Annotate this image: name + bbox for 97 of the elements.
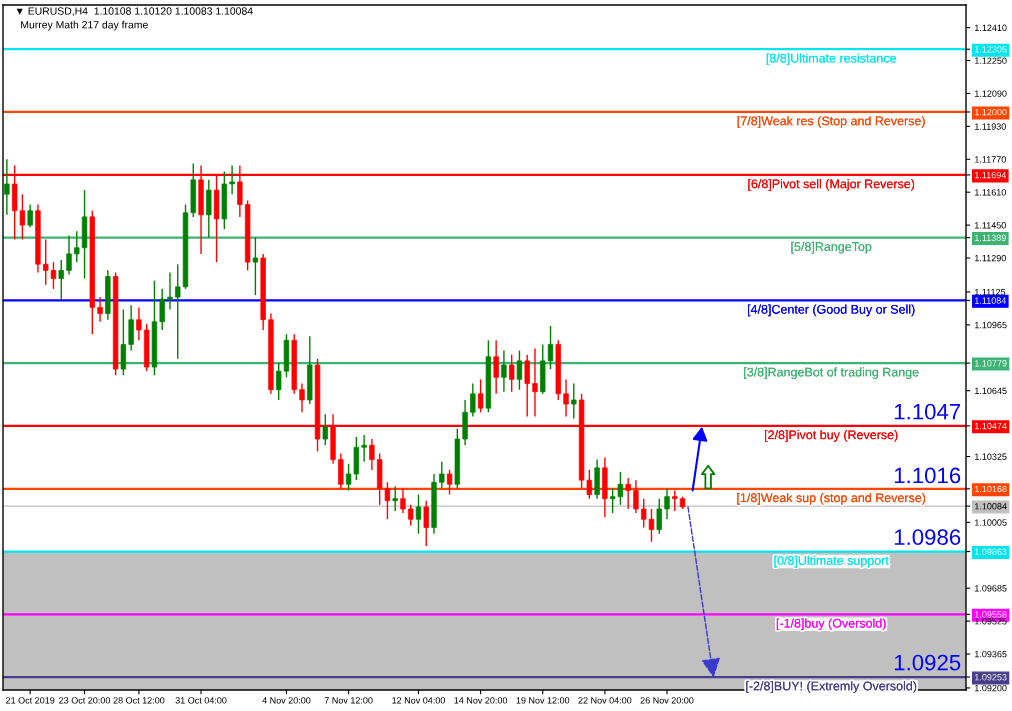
- candlestick: [74, 230, 80, 263]
- y-tick-label: 1.11125: [975, 288, 1006, 296]
- candlestick: [50, 261, 57, 290]
- ref-line-label: [6/8]Pivot sell (Major Reverse): [748, 179, 915, 191]
- ref-line-label: [7/8]Weak res (Stop and Reverse): [737, 116, 925, 128]
- candlestick: [625, 477, 631, 510]
- y-tick-label: 1.11389: [975, 234, 1006, 242]
- ref-line-label: [-2/8]BUY! (Extremly Oversold): [746, 681, 917, 693]
- y-tick-label: 1.10005: [975, 519, 1007, 526]
- x-tick-label: 22 Nov 04:00: [578, 697, 632, 704]
- candlestick: [547, 325, 554, 370]
- ref-line-label: [0/8]Ultimate support: [774, 555, 889, 568]
- y-tick-label: 1.12090: [975, 90, 1007, 97]
- candlestick: [493, 339, 499, 395]
- x-tick-label: 31 Oct 04:00: [175, 697, 227, 704]
- y-tick-label: 1.12250: [975, 57, 1007, 64]
- y-tick-label: 1.09558: [975, 611, 1007, 618]
- candlestick: [4, 158, 10, 216]
- candlestick: [369, 438, 375, 471]
- y-tick-label: 1.12410: [975, 24, 1007, 31]
- y-tick-label: 1.09863: [975, 548, 1007, 555]
- ref-line-label: [2/8]Pivot buy (Reverse): [765, 430, 898, 442]
- ref-line-label: [1/8]Weak sup (stop and Reverse): [737, 492, 926, 505]
- x-tick-label: 28 Oct 12:00: [113, 697, 165, 704]
- candlestick: [97, 296, 103, 323]
- candlestick: [27, 203, 33, 228]
- y-tick-label: 1.09365: [975, 650, 1007, 658]
- y-tick-label: 1.10474: [975, 422, 1007, 430]
- annotation: 1.0986: [894, 529, 961, 546]
- candlestick: [477, 378, 484, 413]
- x-tick-label: 14 Nov 20:00: [454, 697, 508, 704]
- candlestick: [509, 354, 515, 393]
- chart-title: ▼ EURUSD,H4 1.10108 1.10120 1.10083 1.10084: [16, 7, 253, 16]
- y-tick-label: 1.11610: [975, 189, 1006, 196]
- x-tick-label: 19 Nov 12:00: [516, 697, 570, 704]
- candlestick: [656, 497, 662, 535]
- y-tick-label: 1.10325: [975, 453, 1007, 460]
- candlestick: [516, 349, 523, 391]
- candlestick: [361, 434, 367, 463]
- y-tick-label: 1.09253: [975, 674, 1007, 681]
- candlestick: [423, 500, 429, 547]
- ref-line-label: [4/8]Center (Good Buy or Sell): [748, 304, 915, 317]
- annotation: 1.0925: [894, 654, 961, 671]
- candlestick: [408, 504, 414, 527]
- candlestick: [229, 164, 235, 195]
- candlestick: [524, 354, 530, 418]
- candlestick: [501, 349, 507, 393]
- candlestick: [252, 236, 259, 296]
- candlestick: [664, 487, 670, 520]
- y-tick-label: 1.11930: [975, 123, 1006, 130]
- y-tick-label: 1.12305: [975, 46, 1007, 53]
- y-tick-label: 1.09685: [975, 585, 1007, 592]
- candlestick: [415, 493, 422, 535]
- ref-line-label: [-1/8]buy (Oversold): [776, 618, 886, 631]
- y-tick-label: 1.10779: [975, 360, 1007, 367]
- text: Murrey Math 217 day frame: [21, 20, 148, 31]
- ref-line-label: [3/8]RangeBot of trading Range: [744, 367, 919, 379]
- ref-line-label: [5/8]RangeTop: [791, 241, 872, 254]
- x-tick-label: 4 Nov 20:00: [262, 697, 311, 704]
- y-tick-label: 1.11290: [975, 254, 1006, 262]
- y-tick-label: 1.10084: [975, 503, 1007, 510]
- x-tick-label: 21 Oct 2019: [6, 697, 55, 704]
- candlestick: [159, 288, 165, 331]
- candlestick: [439, 460, 445, 490]
- candlestick: [571, 382, 577, 420]
- y-tick-label: 1.09200: [975, 684, 1007, 692]
- candlestick: [532, 347, 538, 418]
- candlestick: [167, 271, 173, 311]
- y-tick-label: 1.11770: [975, 156, 1006, 163]
- candlestick: [58, 259, 64, 300]
- x-tick-label: 12 Nov 04:00: [392, 697, 445, 704]
- y-tick-label: 1.10965: [975, 321, 1007, 329]
- y-tick-label: 1.10645: [975, 387, 1007, 395]
- candlestick: [322, 413, 328, 446]
- candlestick: [672, 489, 678, 512]
- candlestick: [299, 382, 305, 413]
- candlestick: [563, 378, 569, 418]
- annotation: 1.1016: [894, 467, 961, 484]
- x-tick-label: 23 Oct 20:00: [59, 697, 111, 704]
- y-tick-label: 1.12000: [975, 108, 1007, 116]
- y-tick-label: 1.11084: [975, 297, 1007, 304]
- candlestick: [175, 263, 181, 360]
- annotation: 1.1047: [894, 403, 961, 420]
- y-tick-label: 1.11450: [975, 222, 1006, 229]
- candlestick: [43, 238, 49, 286]
- candlestick: [400, 487, 406, 514]
- candlestick: [470, 382, 476, 418]
- candlestick: [392, 485, 398, 512]
- ref-line-label: [8/8]Ultimate resistance: [766, 53, 896, 66]
- candlestick: [633, 479, 639, 514]
- y-tick-label: 1.11694: [975, 171, 1007, 179]
- candlestick: [446, 469, 453, 496]
- x-tick-label: 7 Nov 12:00: [324, 697, 373, 704]
- candlestick: [136, 306, 142, 341]
- x-tick-label: 26 Nov 20:00: [640, 697, 694, 704]
- candlestick: [66, 234, 72, 276]
- y-tick-label: 1.10168: [975, 485, 1007, 493]
